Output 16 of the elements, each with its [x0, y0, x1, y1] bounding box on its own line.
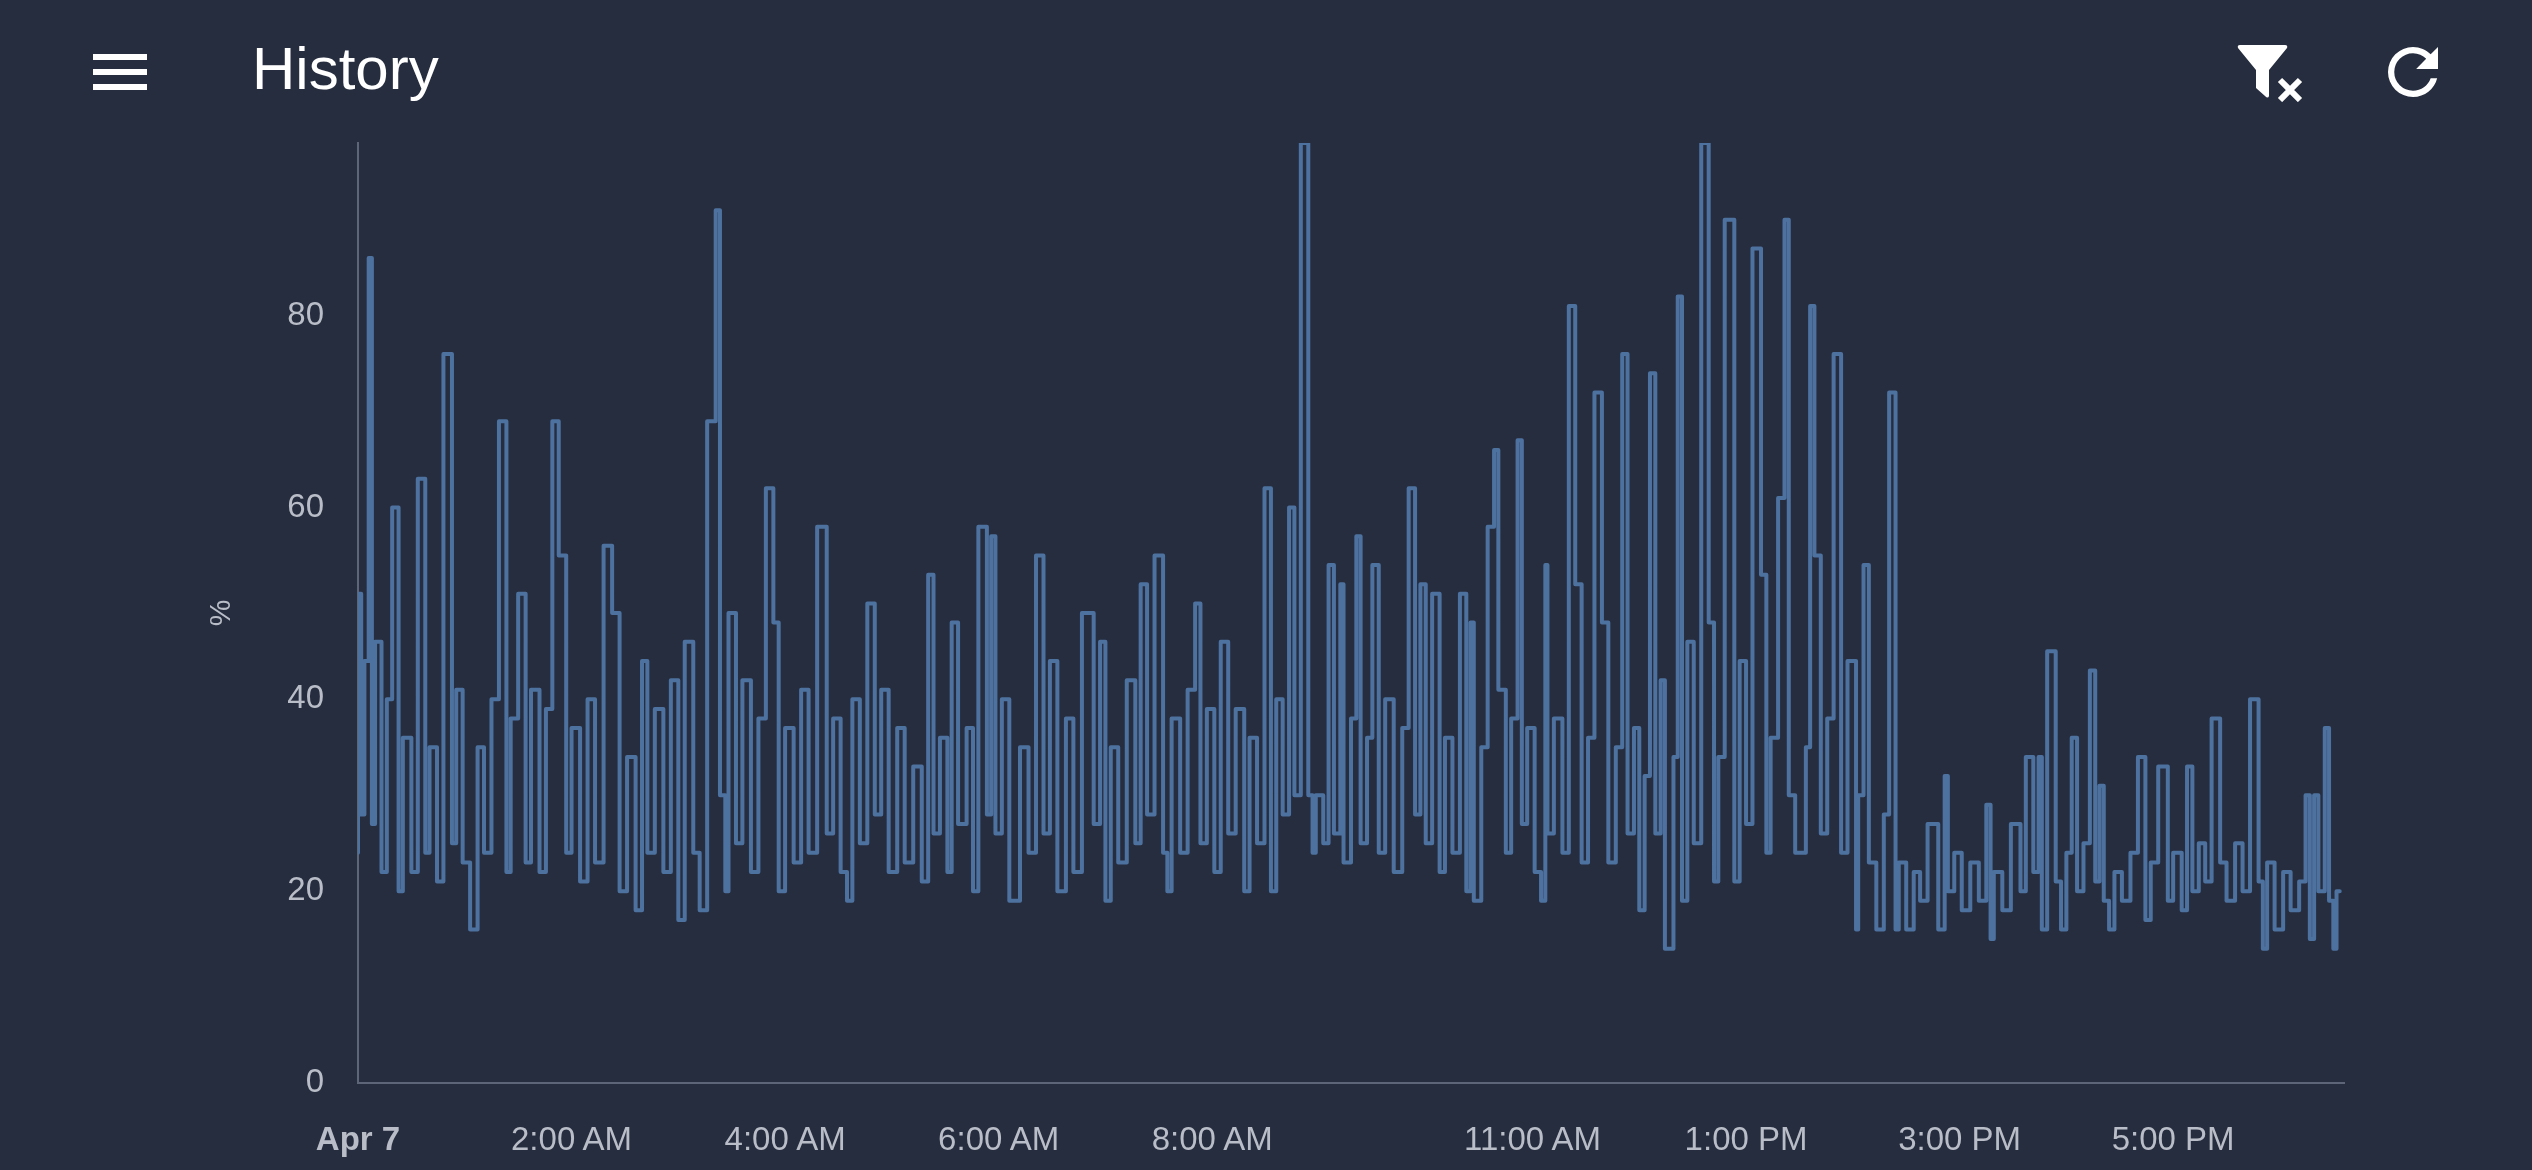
x-tick-label: 8:00 AM — [1151, 1119, 1273, 1157]
x-tick-label: 6:00 AM — [938, 1119, 1060, 1157]
x-tick-label: 11:00 AM — [1464, 1119, 1602, 1157]
x-tick-label: 3:00 PM — [1898, 1119, 2022, 1157]
y-tick-label: 0 — [305, 1062, 324, 1100]
y-tick-label: 80 — [287, 294, 324, 332]
x-tick-label: 2:00 AM — [511, 1119, 633, 1157]
chart-title: History — [252, 35, 439, 102]
y-tick-label: 20 — [287, 870, 324, 908]
x-tick-label: 4:00 AM — [724, 1119, 846, 1157]
y-axis-title: % — [203, 599, 237, 627]
y-tick-label: 40 — [287, 678, 324, 716]
x-tick-label: Apr 7 — [315, 1119, 401, 1157]
x-tick-label: 5:00 PM — [2111, 1119, 2235, 1157]
y-tick-label: 60 — [287, 486, 324, 524]
x-tick-label: 1:00 PM — [1684, 1119, 1808, 1157]
